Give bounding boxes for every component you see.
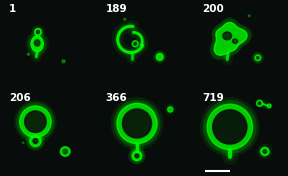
Circle shape — [168, 107, 173, 112]
Circle shape — [255, 55, 261, 61]
Ellipse shape — [60, 148, 70, 155]
Circle shape — [27, 53, 29, 55]
Circle shape — [30, 135, 41, 147]
Ellipse shape — [31, 36, 43, 52]
Circle shape — [132, 151, 142, 161]
Circle shape — [258, 102, 261, 105]
Circle shape — [62, 60, 65, 63]
Circle shape — [20, 106, 51, 137]
Circle shape — [33, 139, 38, 143]
Text: 1: 1 — [9, 4, 16, 14]
Circle shape — [117, 103, 157, 144]
Circle shape — [35, 29, 41, 35]
Circle shape — [124, 18, 126, 20]
Ellipse shape — [132, 41, 138, 47]
Ellipse shape — [260, 148, 270, 155]
Ellipse shape — [35, 40, 40, 46]
Text: 200: 200 — [202, 4, 223, 14]
Text: 366: 366 — [105, 93, 127, 103]
Ellipse shape — [232, 39, 238, 43]
Circle shape — [257, 56, 259, 59]
Circle shape — [213, 110, 247, 144]
Circle shape — [156, 54, 163, 60]
Text: 206: 206 — [9, 93, 31, 103]
Circle shape — [25, 111, 46, 132]
Ellipse shape — [134, 42, 137, 45]
Circle shape — [135, 154, 139, 158]
Circle shape — [22, 142, 24, 144]
Circle shape — [248, 15, 250, 17]
Circle shape — [37, 30, 40, 34]
Circle shape — [261, 147, 269, 156]
Circle shape — [63, 149, 67, 154]
Circle shape — [263, 150, 267, 153]
Circle shape — [207, 104, 253, 150]
Circle shape — [257, 100, 263, 106]
Text: 189: 189 — [105, 4, 127, 14]
Circle shape — [122, 109, 151, 138]
Circle shape — [60, 147, 70, 156]
Circle shape — [267, 104, 271, 108]
Ellipse shape — [223, 32, 232, 40]
Polygon shape — [214, 22, 247, 55]
Text: 719: 719 — [202, 93, 223, 103]
